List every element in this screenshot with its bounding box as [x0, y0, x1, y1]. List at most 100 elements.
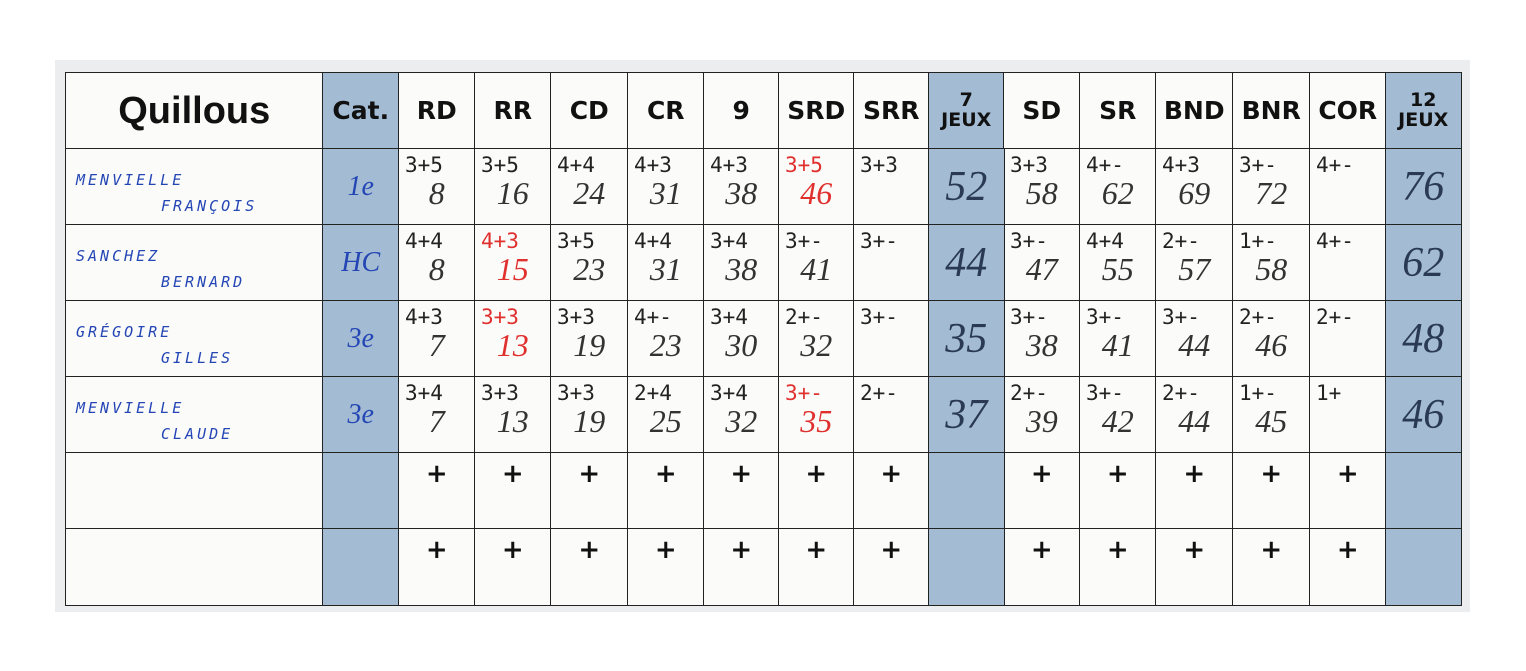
- score: 3+4: [710, 381, 748, 405]
- category-cell: [322, 528, 400, 606]
- score: 3+-: [1010, 305, 1048, 329]
- cumulative-total: 8: [428, 175, 445, 211]
- score: +: [578, 459, 601, 489]
- score: 2+-: [1316, 305, 1354, 329]
- cumulative-total: 25: [649, 403, 682, 439]
- cumulative-total: 39: [1025, 403, 1058, 439]
- score-cell: 2+4 25: [627, 376, 705, 454]
- score: 2+-: [1010, 381, 1048, 405]
- score: 4+4: [557, 153, 595, 177]
- cumulative-total: 41: [1101, 327, 1134, 363]
- subtotal-cell: [928, 452, 1005, 530]
- score-cell: 4+4 24: [550, 148, 629, 226]
- score: +: [730, 535, 753, 565]
- cumulative-total: 55: [1101, 251, 1134, 287]
- cumulative-total: 44: [1178, 327, 1211, 363]
- cumulative-total: 44: [1178, 403, 1211, 439]
- header-cell: CR: [627, 72, 705, 150]
- score: +: [578, 535, 601, 565]
- score: 4+3: [405, 305, 443, 329]
- header-cell: BNR: [1232, 72, 1311, 150]
- header-cell: 7 JEUX: [928, 72, 1005, 150]
- category-cell: [322, 452, 400, 530]
- score-cell: +: [474, 528, 552, 606]
- score: 2+-: [785, 305, 823, 329]
- cumulative-total: 7: [428, 403, 445, 439]
- header-label: 9: [732, 96, 750, 126]
- cumulative-total: 42: [1101, 403, 1134, 439]
- header-label: RD: [416, 96, 457, 126]
- score-cell: 3+-: [853, 300, 930, 378]
- cumulative-total: 30: [725, 327, 758, 363]
- score: 3+-: [1086, 381, 1124, 405]
- cumulative-total: 7: [428, 327, 445, 363]
- score-cell: 3+5 8: [398, 148, 476, 226]
- score: 2+-: [1239, 305, 1277, 329]
- score: +: [654, 459, 677, 489]
- header-cell: 12 JEUX: [1385, 72, 1462, 150]
- cumulative-total: 46: [1255, 327, 1288, 363]
- score-cell: 3+- 44: [1155, 300, 1234, 378]
- score-cell: 3+- 38: [1003, 300, 1081, 378]
- cumulative-total: 57: [1178, 251, 1211, 287]
- name-cell: [65, 452, 324, 530]
- score: 3+5: [481, 153, 519, 177]
- score-cell: 4+3 38: [703, 148, 780, 226]
- score-cell: +: [398, 528, 476, 606]
- score-cell: +: [398, 452, 476, 530]
- score: 4+3: [481, 229, 519, 253]
- cumulative-total: 38: [1025, 327, 1058, 363]
- subtotal: 52: [945, 163, 988, 210]
- score: 3+-: [860, 305, 898, 329]
- score-cell: +: [627, 528, 705, 606]
- header-cell: CD: [550, 72, 629, 150]
- header-label: JEUX: [941, 108, 992, 131]
- score: +: [425, 459, 448, 489]
- category-cell: 3e: [322, 300, 400, 378]
- total: 48: [1402, 315, 1445, 362]
- score-cell: 2+-: [1309, 300, 1387, 378]
- cumulative-total: 19: [573, 327, 606, 363]
- header-cell: Quillous: [65, 72, 324, 150]
- score-cell: 4+-: [1309, 224, 1387, 302]
- score: +: [501, 535, 524, 565]
- cumulative-total: 38: [725, 251, 758, 287]
- score: 4+-: [1316, 153, 1354, 177]
- score: 4+3: [1162, 153, 1200, 177]
- score: 4+4: [634, 229, 672, 253]
- score-cell: 2+- 39: [1003, 376, 1081, 454]
- score-cell: 2+- 57: [1155, 224, 1234, 302]
- name-cell: GRÉGOIRE GILLES: [65, 300, 324, 378]
- subtotal-cell: 37: [928, 376, 1005, 454]
- name-cell: MENVIELLE FRANÇOIS: [65, 148, 324, 226]
- score-cell: 3+3 19: [550, 376, 629, 454]
- score-cell: 2+- 46: [1232, 300, 1311, 378]
- table-title: Quillous: [118, 89, 271, 132]
- cumulative-total: 31: [649, 251, 682, 287]
- score: 4+-: [1316, 229, 1354, 253]
- score: +: [654, 535, 677, 565]
- score: +: [1106, 459, 1129, 489]
- header-label: SR: [1099, 96, 1137, 126]
- category-cell: HC: [322, 224, 400, 302]
- score: +: [1260, 459, 1283, 489]
- score: 3+5: [785, 153, 823, 177]
- score-cell: 3+5 23: [550, 224, 629, 302]
- score-cell: +: [1003, 452, 1081, 530]
- total-cell: 48: [1385, 300, 1462, 378]
- category: 3e: [347, 322, 374, 354]
- subtotal: 44: [945, 239, 988, 286]
- score-cell: 3+4 38: [703, 224, 780, 302]
- score-cell: 3+- 47: [1003, 224, 1081, 302]
- header-label: CR: [646, 96, 685, 126]
- score: 4+3: [634, 153, 672, 177]
- score-cell: 4+3 69: [1155, 148, 1234, 226]
- total: 76: [1402, 163, 1445, 210]
- score: +: [1336, 535, 1359, 565]
- score: +: [1183, 535, 1206, 565]
- score: 3+-: [1239, 153, 1277, 177]
- total-cell: 62: [1385, 224, 1462, 302]
- score-cell: 4+4 55: [1079, 224, 1157, 302]
- cumulative-total: 72: [1255, 175, 1288, 211]
